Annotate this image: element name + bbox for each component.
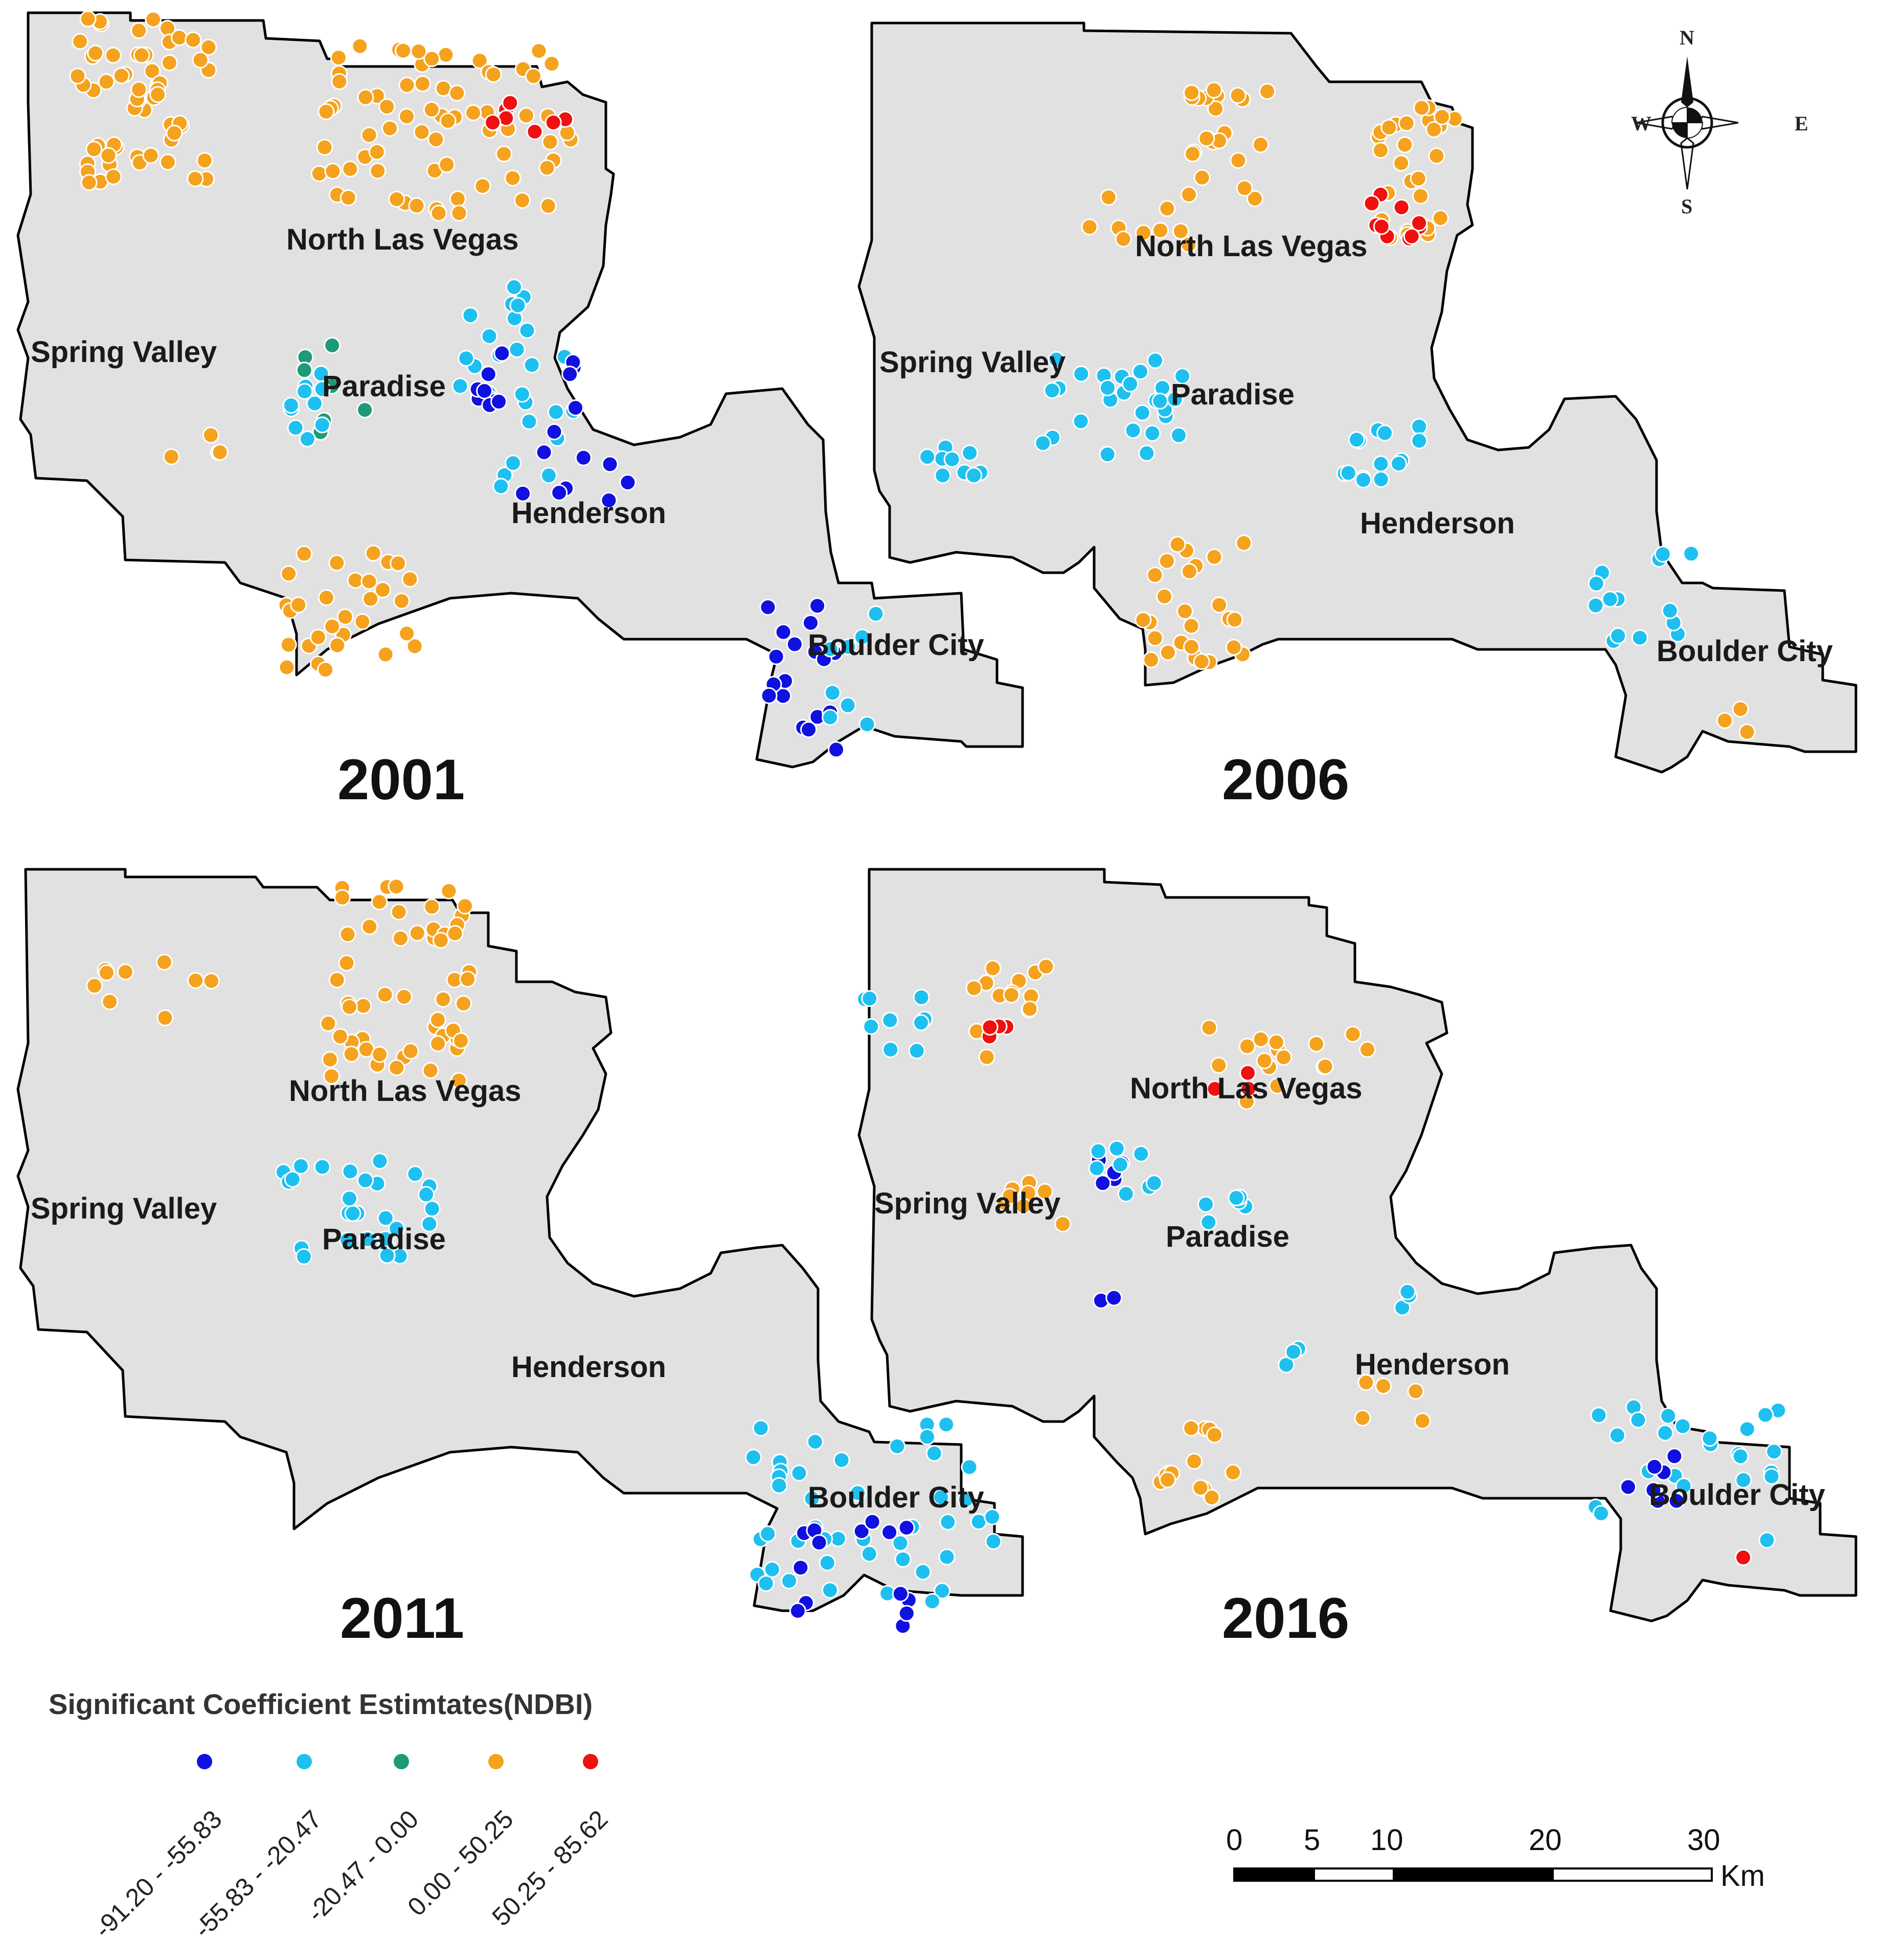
place-label-north-las-vegas-2001: North Las Vegas — [286, 223, 519, 256]
legend-swatch-4 — [488, 1754, 504, 1769]
place-label-boulder-city-2001: Boulder City — [808, 628, 984, 662]
place-label-spring-valley-2011: Spring Valley — [31, 1192, 217, 1225]
scale-tick-20: 20 — [1529, 1823, 1562, 1857]
place-label-boulder-city-2011: Boulder City — [808, 1481, 984, 1514]
place-label-henderson-2011: Henderson — [511, 1350, 666, 1384]
scale-tick-5: 5 — [1304, 1823, 1321, 1857]
compass-n: N — [1680, 26, 1694, 49]
map-panel-2016 — [838, 849, 1881, 1667]
place-label-boulder-city-2006: Boulder City — [1657, 635, 1833, 668]
place-label-paradise-2011: Paradise — [322, 1223, 446, 1256]
place-label-henderson-2006: Henderson — [1360, 507, 1515, 540]
place-label-paradise-2001: Paradise — [322, 370, 446, 403]
year-label-2001: 2001 — [337, 748, 465, 812]
place-label-north-las-vegas-2006: North Las Vegas — [1135, 230, 1368, 263]
compass-rose-icon — [1636, 56, 1739, 190]
year-label-2006: 2006 — [1222, 748, 1350, 812]
compass-e: E — [1795, 112, 1808, 135]
place-label-north-las-vegas-2011: North Las Vegas — [289, 1074, 522, 1108]
scale-tick-10: 10 — [1370, 1823, 1403, 1857]
map-panel-2011 — [0, 849, 1048, 1667]
place-label-spring-valley-2006: Spring Valley — [879, 346, 1066, 379]
place-label-boulder-city-2016: Boulder City — [1649, 1478, 1825, 1512]
scale-unit: Km — [1720, 1859, 1765, 1893]
north-arrow: N S W E — [1631, 26, 1808, 218]
legend-title: Significant Coefficient Estimtates(NDBI) — [49, 1688, 593, 1720]
region-outline-2016 — [857, 868, 1857, 1623]
scale-tick-0: 0 — [1226, 1823, 1243, 1857]
scale-segment-4 — [1552, 1867, 1713, 1882]
scale-segment-1 — [1233, 1867, 1315, 1882]
place-label-north-las-vegas-2016: North Las Vegas — [1130, 1072, 1363, 1105]
place-label-paradise-2006: Paradise — [1171, 378, 1295, 411]
place-label-spring-valley-2016: Spring Valley — [874, 1187, 1061, 1220]
place-label-henderson-2001: Henderson — [511, 497, 666, 530]
compass-s: S — [1681, 195, 1693, 218]
scale-tick-30: 30 — [1687, 1823, 1720, 1857]
year-label-2011: 2011 — [340, 1586, 464, 1650]
map-panel-2006 — [838, 0, 1881, 818]
legend-swatch-3 — [394, 1754, 409, 1769]
place-label-spring-valley-2001: Spring Valley — [31, 335, 217, 369]
legend-swatch-2 — [297, 1754, 312, 1769]
region-outline-2006 — [857, 21, 1857, 774]
scale-segment-3 — [1393, 1867, 1554, 1882]
place-label-henderson-2016: Henderson — [1355, 1348, 1510, 1381]
scale-segment-2 — [1313, 1867, 1395, 1882]
legend-swatch-1 — [197, 1754, 212, 1769]
place-label-paradise-2016: Paradise — [1166, 1220, 1289, 1253]
region-outline-2011 — [16, 868, 1024, 1612]
legend-swatch-5 — [583, 1754, 598, 1769]
compass-w: W — [1631, 112, 1651, 135]
year-label-2016: 2016 — [1222, 1586, 1350, 1650]
